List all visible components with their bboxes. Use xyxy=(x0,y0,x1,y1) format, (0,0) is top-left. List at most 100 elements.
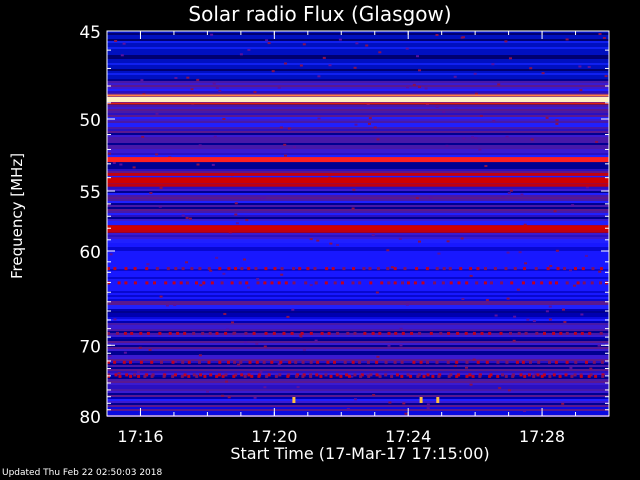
heatmap-speck xyxy=(516,288,520,291)
heatmap-row xyxy=(107,39,609,41)
heatmap-speck xyxy=(437,252,441,255)
heatmap-speck xyxy=(465,366,468,369)
heatmap-row xyxy=(107,277,609,279)
y-tick-label: 50 xyxy=(79,111,101,131)
heatmap-speck xyxy=(365,44,369,47)
x-tick-label: 17:24 xyxy=(385,427,431,446)
heatmap-row xyxy=(107,151,609,153)
heatmap-speck xyxy=(505,135,509,138)
heatmap-speck xyxy=(469,383,473,386)
streak xyxy=(592,360,596,364)
heatmap-speck xyxy=(158,205,162,208)
streak xyxy=(282,331,286,335)
heatmap-row xyxy=(107,35,609,37)
streak xyxy=(207,267,211,271)
heatmap-speck xyxy=(426,403,430,406)
streak xyxy=(469,267,473,271)
streak xyxy=(552,373,556,377)
streak xyxy=(552,331,556,335)
heatmap-speck xyxy=(113,318,117,321)
chart-title: Solar radio Flux (Glasgow) xyxy=(188,2,452,26)
y-tick-label: 45 xyxy=(79,23,101,43)
heatmap-row xyxy=(107,133,609,135)
heatmap-speck xyxy=(474,92,478,95)
streak xyxy=(517,331,521,335)
heatmap-row xyxy=(107,239,609,241)
streak xyxy=(564,373,568,377)
heatmap-speck xyxy=(368,117,372,120)
streak xyxy=(590,281,594,285)
heatmap-row xyxy=(107,405,609,407)
heatmap-speck xyxy=(376,138,380,141)
heatmap-speck xyxy=(123,351,127,354)
streak xyxy=(447,374,451,378)
streak xyxy=(529,360,532,364)
heatmap-speck xyxy=(239,53,243,56)
streak xyxy=(181,267,185,271)
streak xyxy=(465,360,469,364)
heatmap-row xyxy=(107,53,609,55)
heatmap-speck xyxy=(142,93,146,96)
heatmap-row xyxy=(107,301,609,303)
heatmap-row xyxy=(107,269,609,271)
streak xyxy=(601,374,605,378)
heatmap-row xyxy=(107,315,609,317)
y-tick-label: 80 xyxy=(79,408,101,428)
streak xyxy=(540,374,544,378)
heatmap-speck xyxy=(354,123,358,126)
heatmap-row xyxy=(107,325,609,327)
heatmap-row xyxy=(107,87,609,89)
streak xyxy=(187,360,191,364)
heatmap-speck xyxy=(462,137,466,140)
streak xyxy=(587,374,591,378)
streak xyxy=(277,281,281,285)
heatmap-speck xyxy=(256,278,260,281)
heatmap-speck xyxy=(545,310,549,313)
heatmap-speck xyxy=(565,38,569,41)
streak xyxy=(243,374,247,378)
heatmap-speck xyxy=(117,372,121,375)
heatmap-speck xyxy=(222,118,226,120)
heatmap-row xyxy=(107,213,609,215)
streak xyxy=(209,373,213,377)
streak xyxy=(351,360,355,364)
heatmap-speck xyxy=(141,135,145,138)
heatmap-row xyxy=(107,163,609,165)
streak xyxy=(207,360,211,364)
streak xyxy=(155,267,159,271)
heatmap-speck xyxy=(165,304,169,307)
streak xyxy=(371,331,375,335)
streak xyxy=(329,374,333,378)
heatmap-speck xyxy=(471,136,474,139)
streak xyxy=(456,331,460,335)
heatmap-speck xyxy=(149,192,153,195)
heatmap-speck xyxy=(296,386,300,389)
heatmap-row xyxy=(107,329,609,331)
heatmap-speck xyxy=(277,363,281,365)
streak xyxy=(174,373,177,377)
heatmap-row xyxy=(107,323,609,325)
heatmap-speck xyxy=(186,76,190,79)
streak xyxy=(220,281,224,285)
streak xyxy=(217,373,221,377)
streak xyxy=(107,360,110,364)
streak xyxy=(145,373,149,377)
heatmap-speck xyxy=(198,354,202,357)
heatmap-speck xyxy=(472,358,476,361)
heatmap-speck xyxy=(225,380,229,383)
heatmap-row xyxy=(107,217,609,219)
streak xyxy=(431,374,435,378)
streak xyxy=(378,331,382,335)
heatmap-speck xyxy=(524,262,528,265)
heatmap-speck xyxy=(283,143,287,146)
streak xyxy=(548,374,552,378)
heatmap-speck xyxy=(198,144,202,147)
streak xyxy=(179,281,183,285)
heatmap-row xyxy=(107,263,609,265)
heatmap-speck xyxy=(228,231,232,234)
heatmap-speck xyxy=(569,366,573,369)
streak xyxy=(117,281,121,285)
heatmap-row xyxy=(107,223,609,225)
streak xyxy=(208,331,212,335)
streak xyxy=(133,281,137,285)
